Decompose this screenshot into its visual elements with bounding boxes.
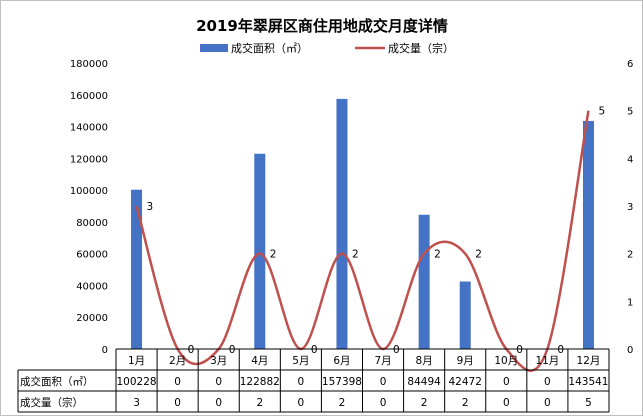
y-right-tick-label: 0 [627, 345, 633, 356]
line-data-label: 2 [270, 249, 277, 261]
table-cell: 0 [215, 397, 222, 409]
x-tick-label: 11月 [535, 355, 559, 367]
y-right-tick-label: 2 [627, 250, 633, 261]
table-cell: 0 [215, 376, 222, 388]
y-left-tick-label: 100000 [70, 186, 108, 197]
y-right-tick-label: 4 [627, 154, 633, 165]
line-data-label: 2 [475, 249, 482, 261]
y-left-tick-label: 140000 [70, 123, 108, 134]
x-tick-label: 9月 [457, 355, 474, 367]
chart-title: 2019年翠屏区商住用地成交月度详情 [196, 17, 448, 35]
line-data-label: 0 [557, 344, 564, 356]
bar [254, 153, 266, 349]
y-right-tick-label: 1 [627, 297, 633, 308]
line-data-label: 0 [229, 344, 236, 356]
table-cell: 0 [380, 376, 387, 388]
y-right-tick-label: 3 [627, 202, 633, 213]
bar [582, 120, 594, 350]
y-left-tick-label: 160000 [70, 91, 108, 102]
table-cell: 0 [298, 376, 305, 388]
legend-line-label: 成交量（宗） [388, 41, 454, 55]
table-cell: 5 [585, 397, 592, 409]
y-left-tick-label: 180000 [70, 59, 108, 70]
table-cell: 84494 [407, 376, 441, 388]
table-cell: 3 [133, 397, 140, 409]
table-cell: 0 [544, 397, 551, 409]
x-tick-label: 10月 [494, 355, 518, 367]
line-series [135, 110, 590, 372]
table-cell: 0 [503, 376, 510, 388]
table-cell: 122882 [240, 376, 280, 388]
table-cell: 42472 [449, 376, 482, 388]
y-right-tick-label: 5 [627, 107, 633, 118]
table-cell: 2 [421, 397, 428, 409]
table-cell: 2 [256, 397, 263, 409]
legend-bar-label: 成交面积（㎡） [231, 41, 308, 55]
table-cell: 0 [380, 397, 387, 409]
table-row-label: 成交面积（㎡） [20, 375, 94, 388]
y-right-tick-label: 6 [627, 59, 633, 70]
line-data-label: 0 [516, 344, 523, 356]
y-left-tick-label: 80000 [76, 218, 108, 229]
x-tick-label: 7月 [374, 355, 391, 367]
table-cell: 100228 [116, 376, 156, 388]
y-axis-left: 0 20000 40000 60000 80000 100000 120000 140000 1… [70, 59, 108, 356]
table-cell: 2 [462, 397, 469, 409]
line-data-label: 0 [393, 344, 400, 356]
line-data-label: 5 [598, 106, 605, 118]
bar [131, 189, 143, 349]
y-left-tick-label: 120000 [70, 154, 108, 165]
table-cell: 0 [298, 397, 305, 409]
table-cell: 143541 [568, 376, 608, 388]
bar [459, 281, 471, 349]
line-data-label: 2 [352, 249, 359, 261]
legend-bar-swatch [200, 44, 228, 52]
table-cell: 0 [544, 376, 551, 388]
y-left-tick-label: 40000 [76, 281, 108, 292]
line-data-label: 0 [311, 344, 318, 356]
x-tick-label: 6月 [333, 355, 350, 367]
bar [418, 214, 430, 349]
table-cell: 0 [503, 397, 510, 409]
line-path [135, 110, 590, 372]
line-data-label: 2 [434, 249, 441, 261]
y-left-tick-label: 0 [102, 345, 108, 356]
y-left-tick-label: 20000 [76, 313, 108, 324]
line-data-labels: 3 0 0 2 0 2 0 2 2 0 0 5 [147, 106, 606, 356]
table-cell: 2 [339, 397, 346, 409]
bar-series [131, 98, 594, 350]
x-tick-label: 3月 [210, 355, 227, 367]
table-cell: 0 [174, 397, 181, 409]
line-data-label: 3 [147, 201, 154, 213]
bar [336, 98, 348, 349]
x-tick-label: 12月 [577, 355, 601, 367]
line-data-label: 0 [188, 344, 195, 356]
table-cell: 0 [174, 376, 181, 388]
x-tick-label: 2月 [169, 355, 186, 367]
x-tick-label: 5月 [292, 355, 309, 367]
table-row-label: 成交量（宗） [20, 396, 83, 409]
x-tick-label: 8月 [416, 355, 433, 367]
y-left-tick-label: 60000 [76, 250, 108, 261]
y-axis-right: 0 1 2 3 4 5 6 [627, 59, 633, 356]
table-cell: 157398 [322, 376, 362, 388]
x-tick-label: 4月 [251, 355, 268, 367]
x-tick-label: 1月 [128, 355, 145, 367]
